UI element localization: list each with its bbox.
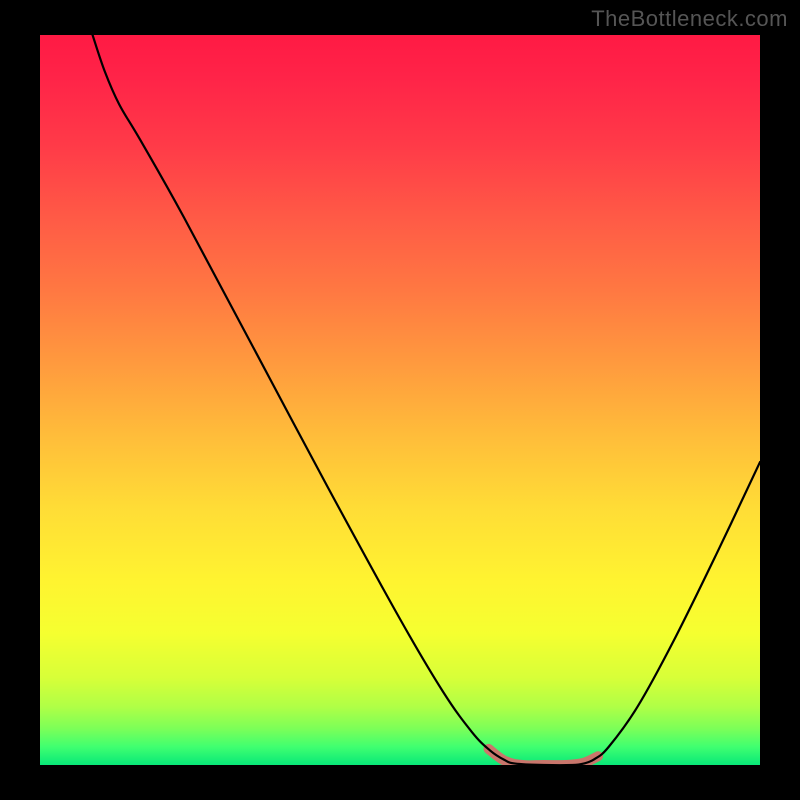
watermark-text: TheBottleneck.com: [591, 6, 788, 32]
chart-root: TheBottleneck.com: [0, 0, 800, 800]
bottleneck-curve: [40, 35, 760, 765]
plot-area: [40, 35, 760, 765]
